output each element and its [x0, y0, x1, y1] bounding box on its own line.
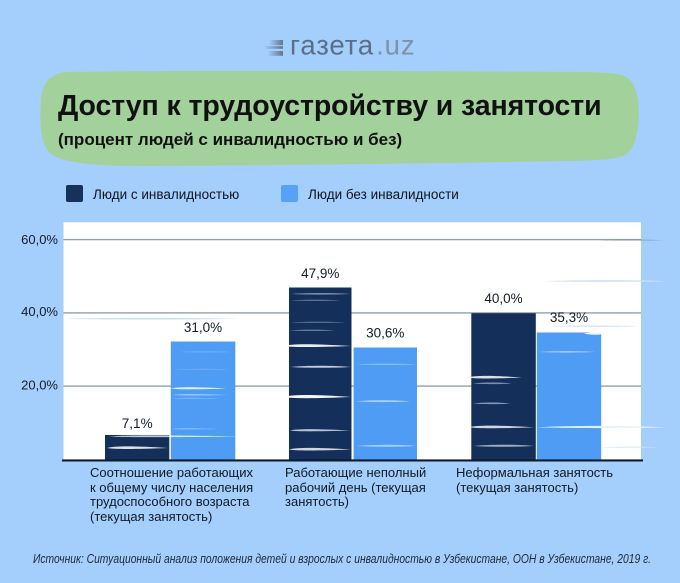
svg-text:20,0%: 20,0%: [21, 378, 58, 393]
svg-text:35,3%: 35,3%: [550, 310, 588, 325]
svg-text:40,0%: 40,0%: [484, 291, 522, 306]
svg-text:7,1%: 7,1%: [122, 416, 153, 431]
svg-text:40,0%: 40,0%: [21, 304, 58, 319]
svg-text:газета.uz: газета.uz: [290, 30, 415, 61]
svg-text:60,0%: 60,0%: [21, 232, 58, 247]
svg-text:30,6%: 30,6%: [366, 326, 404, 341]
svg-text:47,9%: 47,9%: [301, 266, 339, 281]
svg-text:31,0%: 31,0%: [184, 320, 222, 335]
